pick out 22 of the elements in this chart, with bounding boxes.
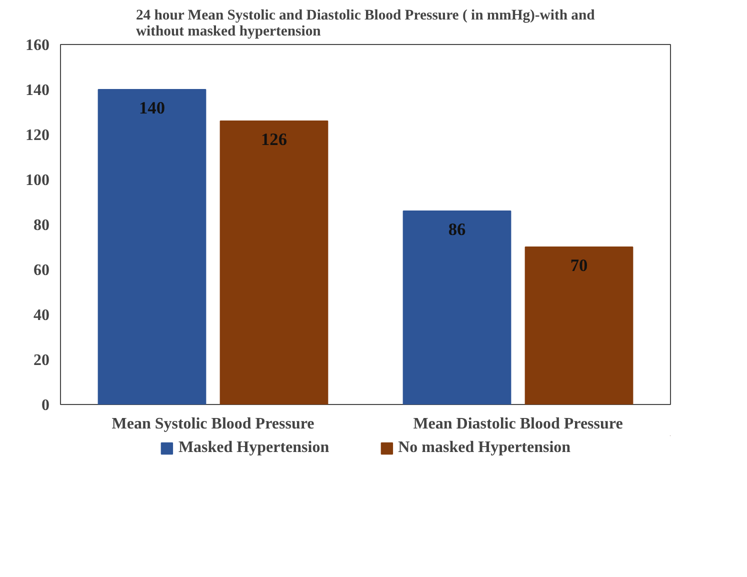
y-tick-label: 60 <box>34 262 50 279</box>
y-tick-label: 120 <box>26 127 50 144</box>
x-tick-label: Mean Systolic Blood Pressure <box>112 416 314 432</box>
bar <box>98 89 206 404</box>
y-tick-label: 20 <box>34 352 50 369</box>
bar <box>524 246 634 404</box>
y-tick-label: 40 <box>34 307 50 324</box>
bar <box>402 210 512 404</box>
y-tick-label: 100 <box>26 172 50 189</box>
y-tick-label: 0 <box>42 397 50 414</box>
data-label: 126 <box>261 130 288 149</box>
x-tick-label: Mean Diastolic Blood Pressure <box>413 416 623 432</box>
legend-label: No masked Hypertension <box>398 439 571 457</box>
legend-label: Masked Hypertension <box>178 439 330 457</box>
bar <box>220 120 328 404</box>
chart-title: 24 hour Mean Systolic and Diastolic Blood Pressure ( in mmHg)-with and without masked hypertension <box>136 8 595 40</box>
data-label: 86 <box>448 220 466 239</box>
y-tick-label: 140 <box>26 82 50 99</box>
y-tick-label: 80 <box>34 217 50 234</box>
y-tick-label: 160 <box>26 37 50 54</box>
data-label: 70 <box>570 256 588 275</box>
data-label: 140 <box>139 98 166 118</box>
